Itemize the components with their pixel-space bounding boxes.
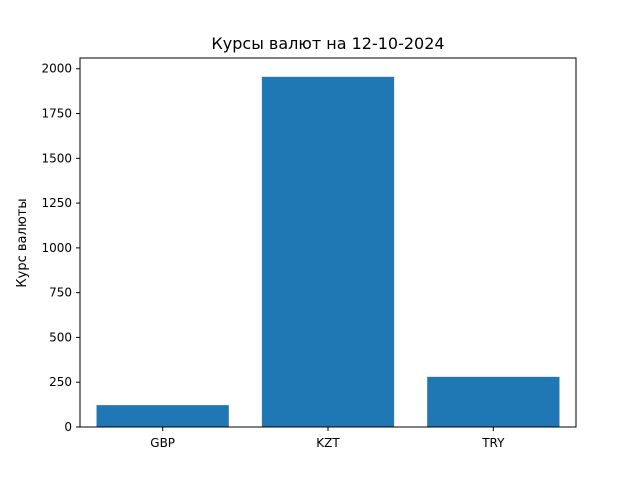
y-tick-label: 1000 [41,241,72,255]
bar-gbp [96,405,229,427]
y-tick-label: 1750 [41,107,72,121]
y-axis-label: Курс валюты [15,198,30,287]
y-tick-label: 1250 [41,196,72,210]
x-tick-label: TRY [481,436,505,450]
bar-kzt [261,76,395,427]
x-tick-label: KZT [316,436,340,450]
y-tick-label: 2000 [41,62,72,76]
y-tick-label: 250 [49,375,72,389]
axes-frame [79,57,577,428]
bar-try [427,376,560,427]
y-tick-label: 500 [49,330,72,344]
y-tick-label: 1500 [41,151,72,165]
plot-area: GBP KZT TRY 0 250 500 750 1000 1250 1500 1750 2000 [41,57,577,450]
y-tick-label: 750 [49,286,72,300]
chart-title: Курсы валют на 12-10-2024 [211,34,444,53]
y-tick-label: 0 [64,420,72,434]
x-tick-label: GBP [150,436,175,450]
